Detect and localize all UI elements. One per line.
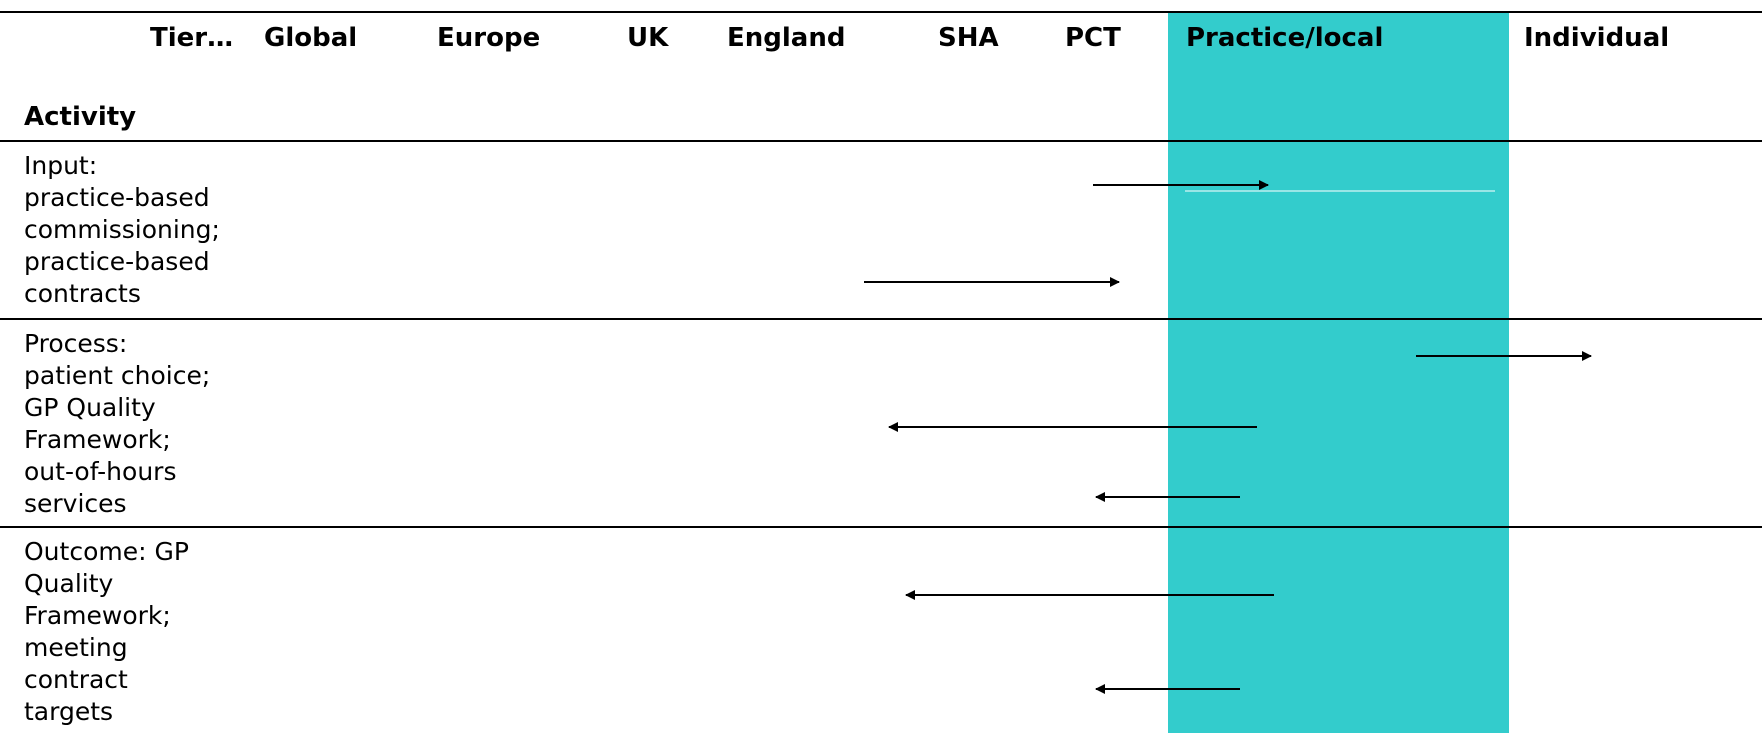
row-divider-2 xyxy=(0,526,1762,528)
column-header-uk: UK xyxy=(627,23,669,53)
row-label-outcome: Outcome: GP Quality Framework; meeting c… xyxy=(24,537,189,726)
row-label-input: Input: practice-based commissioning; pra… xyxy=(24,151,220,308)
column-header-pct: PCT xyxy=(1065,23,1121,53)
column-header-england: England xyxy=(727,23,846,53)
row-label-process: Process: patient choice; GP Quality Fram… xyxy=(24,329,211,518)
column-header-europe: Europe xyxy=(437,23,541,53)
column-header-practice-local: Practice/local xyxy=(1186,23,1384,53)
column-header-sha: SHA xyxy=(938,23,999,53)
tier-header: Tier… xyxy=(150,23,234,53)
top-rule xyxy=(0,11,1762,13)
practice-local-column-highlight xyxy=(1168,12,1509,733)
row-divider-1 xyxy=(0,318,1762,320)
header-rule xyxy=(0,140,1762,142)
column-header-global: Global xyxy=(264,23,358,53)
activity-header: Activity xyxy=(24,102,137,132)
column-header-individual: Individual xyxy=(1524,23,1670,53)
